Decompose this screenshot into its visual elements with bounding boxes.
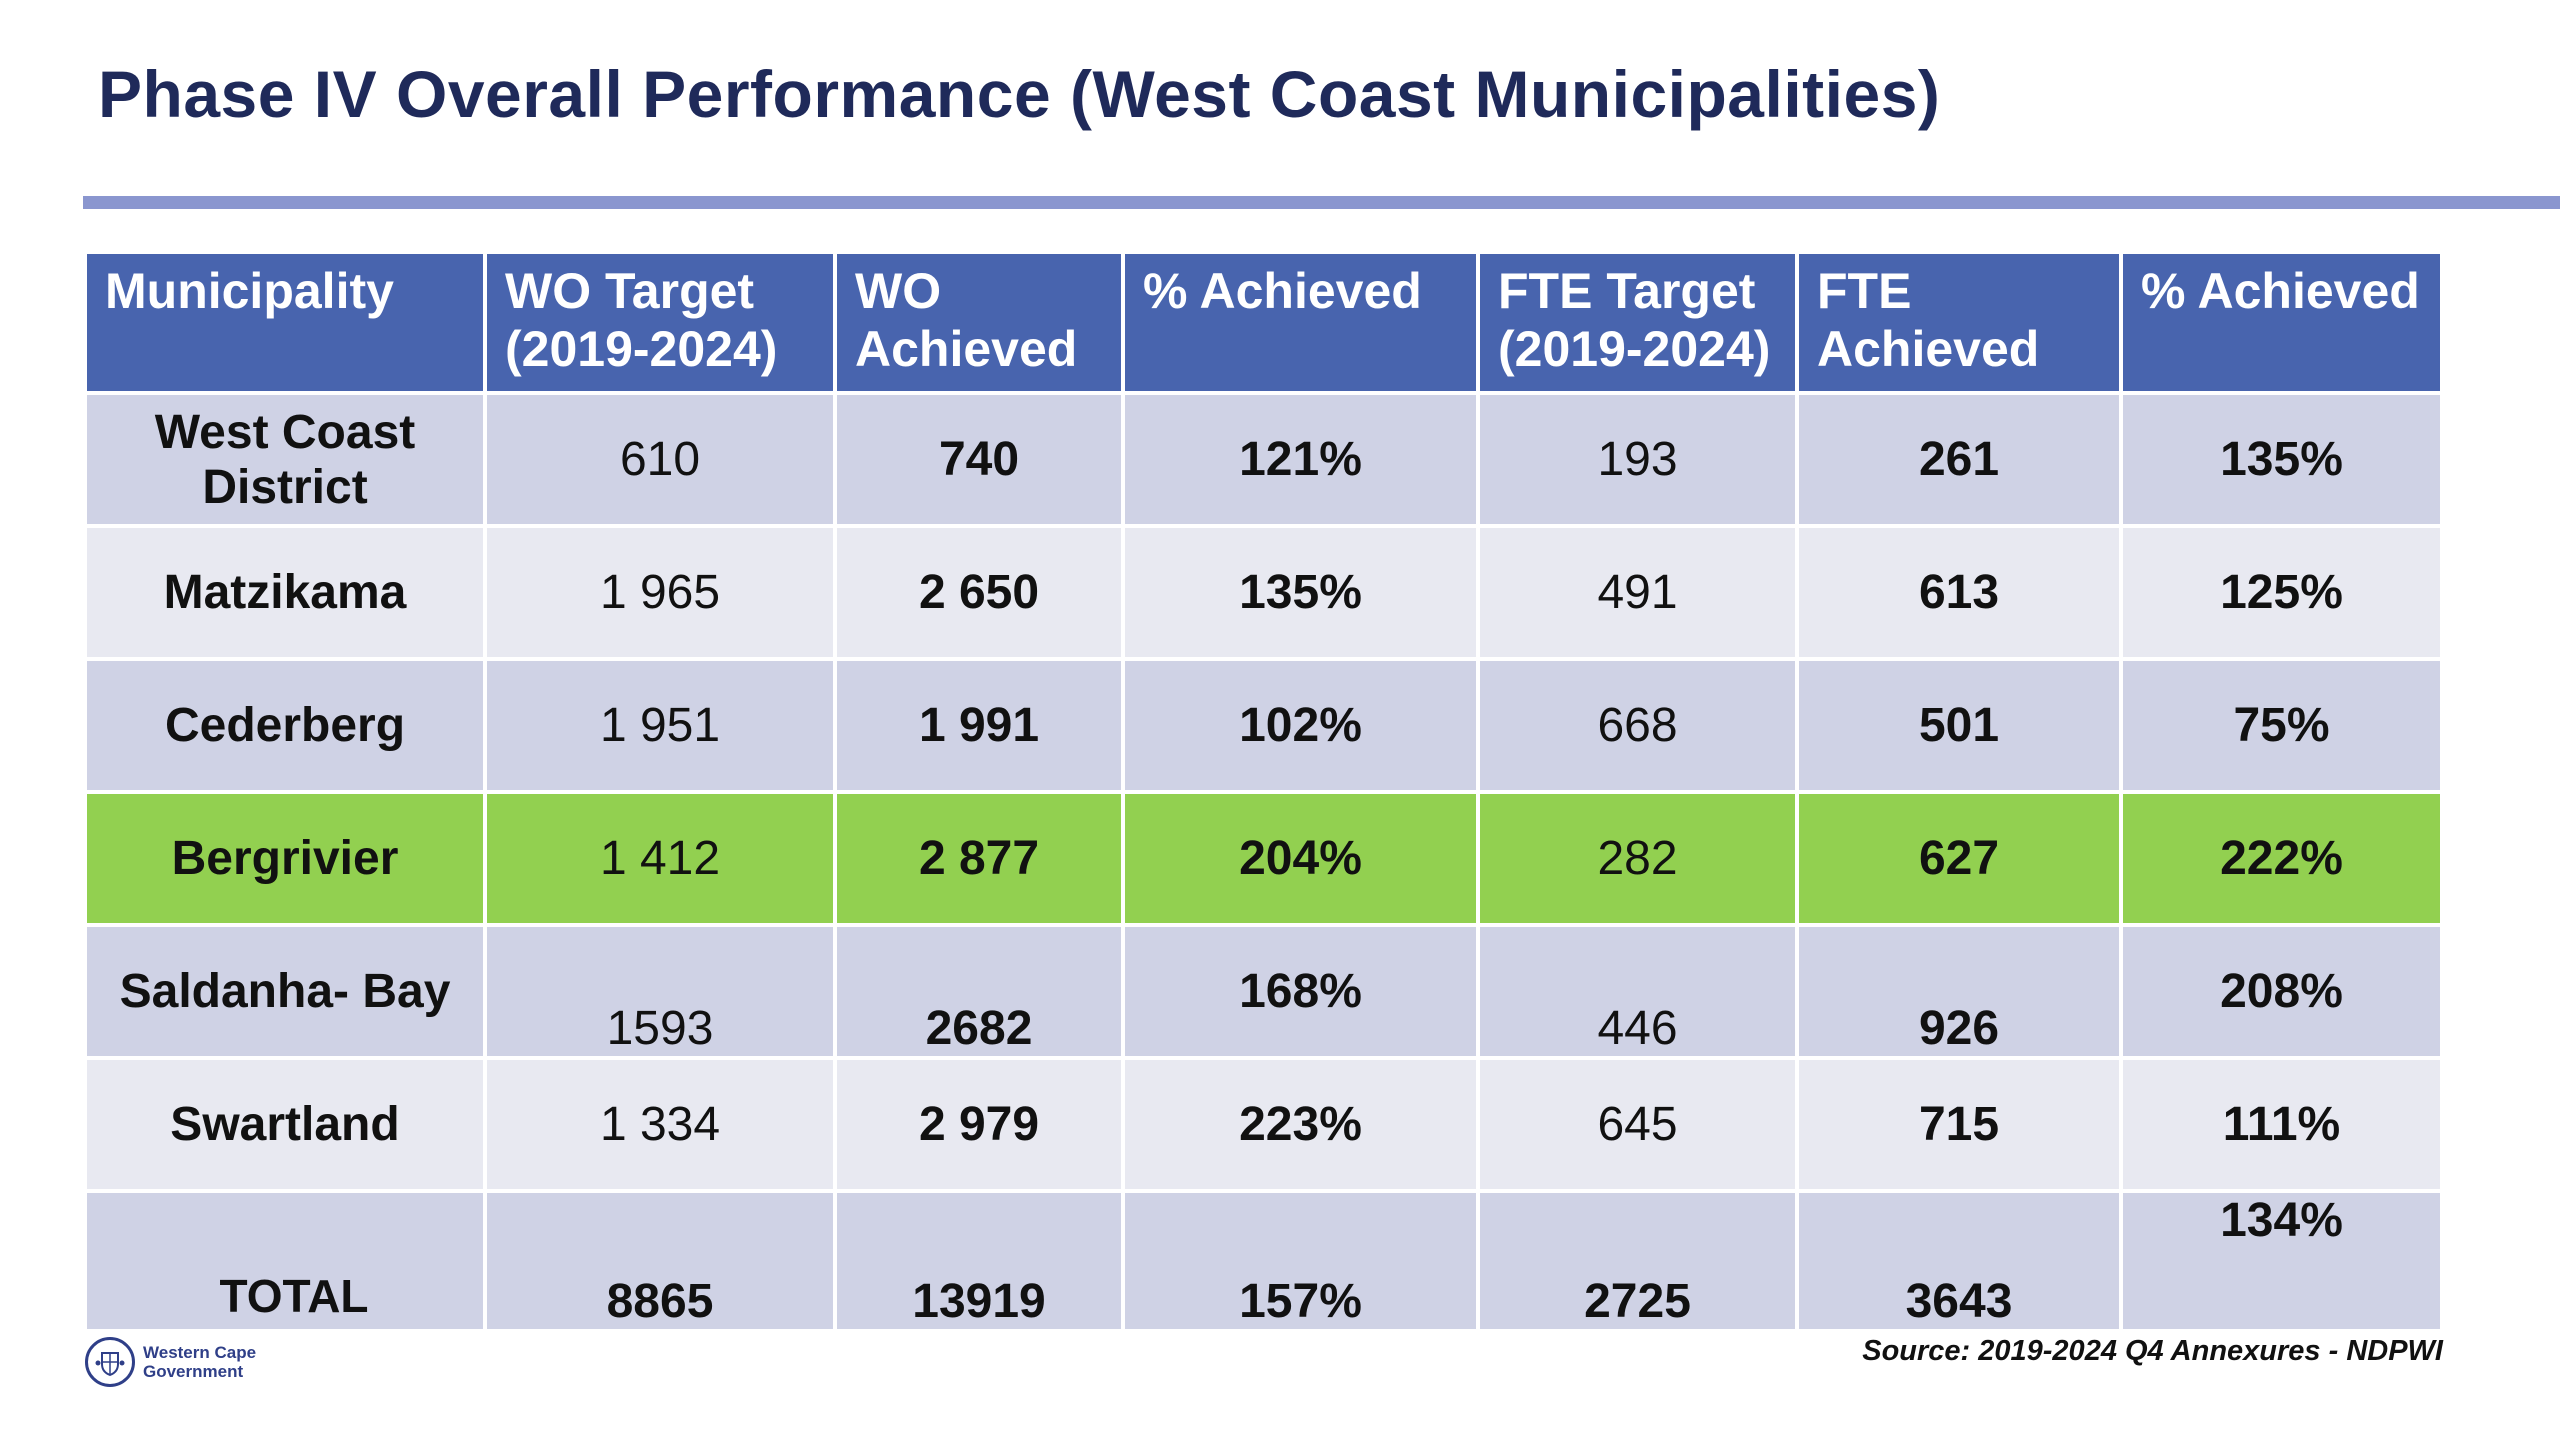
fte-target-cell: 491 [1476, 524, 1799, 661]
wo-target-cell: 1593 [483, 923, 837, 1060]
title-divider [83, 196, 2560, 209]
logo-text: Western Cape Government [143, 1343, 256, 1381]
total-fte-target-cell: 2725 [1476, 1189, 1799, 1333]
table-row: Swartland 1 334 2 979 223% 645 715 111% [83, 1056, 2444, 1193]
fte-percent-cell: 208% [2119, 923, 2444, 1060]
fte-target-cell: 446 [1476, 923, 1799, 1060]
column-header: Municipality [83, 250, 487, 395]
column-header: FTE Achieved [1795, 250, 2123, 395]
wo-achieved-cell: 2 877 [833, 790, 1125, 927]
total-fte-achieved-cell: 3643 [1795, 1189, 2123, 1333]
wo-percent-cell: 135% [1121, 524, 1480, 661]
fte-target-cell: 193 [1476, 391, 1799, 528]
fte-achieved-cell: 501 [1795, 657, 2123, 794]
fte-percent-cell: 75% [2119, 657, 2444, 794]
municipality-cell: Bergrivier [83, 790, 487, 927]
table-total-row: TOTAL 8865 13919 157% 2725 3643 134% [83, 1189, 2444, 1333]
table-row: West Coast District 610 740 121% 193 261… [83, 391, 2444, 528]
logo-line-1: Western Cape [143, 1343, 257, 1362]
fte-achieved-cell: 261 [1795, 391, 2123, 528]
wo-percent-cell: 223% [1121, 1056, 1480, 1193]
performance-table: Municipality WO Target (2019-2024) WO Ac… [83, 250, 2444, 1333]
column-header: WO Achieved [833, 250, 1125, 395]
wo-percent-cell: 168% [1121, 923, 1480, 1060]
total-fte-percent-cell: 134% [2119, 1189, 2444, 1333]
municipality-cell: Cederberg [83, 657, 487, 794]
table-row: Matzikama 1 965 2 650 135% 491 613 125% [83, 524, 2444, 661]
wo-percent-cell: 121% [1121, 391, 1480, 528]
wo-percent-cell: 102% [1121, 657, 1480, 794]
wo-target-cell: 1 412 [483, 790, 837, 927]
wo-achieved-cell: 740 [833, 391, 1125, 528]
fte-target-cell: 645 [1476, 1056, 1799, 1193]
fte-target-cell: 668 [1476, 657, 1799, 794]
total-wo-achieved-cell: 13919 [833, 1189, 1125, 1333]
column-header: FTE Target (2019-2024) [1476, 250, 1799, 395]
table-row: Saldanha- Bay 1593 2682 168% 446 926 208… [83, 923, 2444, 1060]
fte-percent-cell: 222% [2119, 790, 2444, 927]
wo-target-cell: 1 965 [483, 524, 837, 661]
column-header: % Achieved [2119, 250, 2444, 395]
fte-achieved-cell: 613 [1795, 524, 2123, 661]
wo-target-cell: 610 [483, 391, 837, 528]
municipality-cell: West Coast District [83, 391, 487, 528]
total-wo-target-cell: 8865 [483, 1189, 837, 1333]
column-header: % Achieved [1121, 250, 1480, 395]
table-header-row: Municipality WO Target (2019-2024) WO Ac… [83, 250, 2444, 395]
wo-target-cell: 1 951 [483, 657, 837, 794]
fte-percent-cell: 111% [2119, 1056, 2444, 1193]
total-label-cell: TOTAL [83, 1189, 487, 1333]
page-title: Phase IV Overall Performance (West Coast… [98, 57, 1941, 131]
logo-line-2: Government [143, 1362, 244, 1381]
western-cape-logo: Western Cape Government [85, 1337, 256, 1387]
fte-percent-cell: 135% [2119, 391, 2444, 528]
wo-achieved-cell: 2 979 [833, 1056, 1125, 1193]
column-header: WO Target (2019-2024) [483, 250, 837, 395]
table-row-highlighted: Bergrivier 1 412 2 877 204% 282 627 222% [83, 790, 2444, 927]
fte-percent-cell: 125% [2119, 524, 2444, 661]
wo-achieved-cell: 1 991 [833, 657, 1125, 794]
coat-of-arms-icon [85, 1337, 135, 1387]
wo-achieved-cell: 2682 [833, 923, 1125, 1060]
municipality-cell: Saldanha- Bay [83, 923, 487, 1060]
total-wo-percent-cell: 157% [1121, 1189, 1480, 1333]
source-note: Source: 2019-2024 Q4 Annexures - NDPWI [1862, 1335, 2443, 1367]
table-row: Cederberg 1 951 1 991 102% 668 501 75% [83, 657, 2444, 794]
wo-percent-cell: 204% [1121, 790, 1480, 927]
fte-achieved-cell: 715 [1795, 1056, 2123, 1193]
municipality-cell: Matzikama [83, 524, 487, 661]
wo-achieved-cell: 2 650 [833, 524, 1125, 661]
municipality-cell: Swartland [83, 1056, 487, 1193]
wo-target-cell: 1 334 [483, 1056, 837, 1193]
fte-achieved-cell: 926 [1795, 923, 2123, 1060]
fte-achieved-cell: 627 [1795, 790, 2123, 927]
fte-target-cell: 282 [1476, 790, 1799, 927]
